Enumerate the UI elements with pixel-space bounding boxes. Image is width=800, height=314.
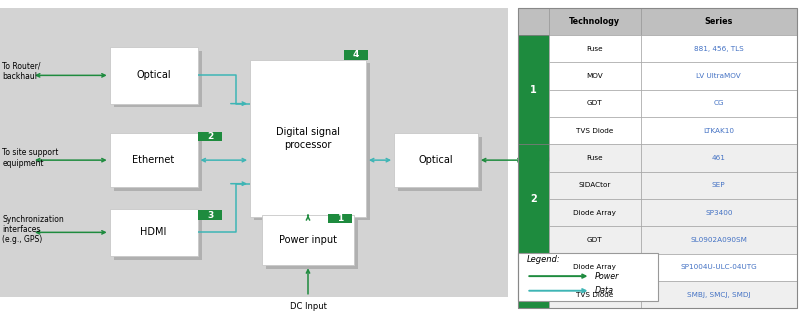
FancyBboxPatch shape [262,215,354,265]
FancyBboxPatch shape [641,254,797,281]
Text: Data: Data [595,286,614,295]
FancyBboxPatch shape [518,35,549,144]
FancyBboxPatch shape [549,144,641,172]
Text: interfaces: interfaces [2,225,41,234]
FancyBboxPatch shape [518,281,549,308]
Text: DC Input: DC Input [290,302,326,311]
Text: Ethernet: Ethernet [133,155,174,165]
FancyBboxPatch shape [549,35,641,62]
Text: equipment: equipment [2,159,44,168]
FancyBboxPatch shape [549,254,641,281]
Text: To Router/: To Router/ [2,62,41,70]
FancyBboxPatch shape [110,209,198,256]
FancyBboxPatch shape [549,172,641,199]
Text: 4: 4 [530,290,537,300]
Text: Diode Array: Diode Array [574,264,616,270]
Text: 2: 2 [207,132,214,141]
Text: Diode Array: Diode Array [574,210,616,216]
Text: SEP: SEP [712,182,726,188]
Text: 4: 4 [353,51,359,59]
FancyBboxPatch shape [518,144,549,254]
Text: SL0902A090SM: SL0902A090SM [690,237,747,243]
FancyBboxPatch shape [641,226,797,254]
Text: 1: 1 [337,214,343,223]
Text: backhaul: backhaul [2,73,38,81]
FancyBboxPatch shape [394,133,478,187]
FancyBboxPatch shape [114,137,202,191]
Text: 1: 1 [530,85,537,95]
Text: Fuse: Fuse [586,46,603,52]
FancyBboxPatch shape [518,253,658,301]
FancyBboxPatch shape [641,90,797,117]
FancyBboxPatch shape [549,8,641,35]
Text: MOV: MOV [586,73,603,79]
FancyBboxPatch shape [549,90,641,117]
FancyBboxPatch shape [641,8,797,35]
FancyBboxPatch shape [641,199,797,226]
Text: Series: Series [705,17,733,26]
FancyBboxPatch shape [266,219,358,269]
FancyBboxPatch shape [641,172,797,199]
Text: To AAS: To AAS [530,156,555,165]
FancyBboxPatch shape [250,60,366,217]
FancyBboxPatch shape [114,213,202,260]
FancyBboxPatch shape [549,226,641,254]
FancyBboxPatch shape [641,117,797,144]
Text: Optical: Optical [136,70,171,80]
FancyBboxPatch shape [641,62,797,90]
Text: Technology: Technology [570,17,620,26]
FancyBboxPatch shape [198,210,222,220]
Text: GDT: GDT [587,100,602,106]
FancyBboxPatch shape [549,199,641,226]
Text: Power input: Power input [279,235,337,245]
Text: Legend:: Legend: [526,255,560,264]
FancyBboxPatch shape [110,47,198,104]
Text: LTKAK10: LTKAK10 [703,128,734,134]
Text: HDMI: HDMI [141,227,166,237]
FancyBboxPatch shape [641,144,797,172]
FancyBboxPatch shape [518,254,549,281]
Text: SMBJ, SMCJ, SMDJ: SMBJ, SMCJ, SMDJ [687,292,750,298]
Text: 461: 461 [712,155,726,161]
FancyBboxPatch shape [641,281,797,308]
Text: Fuse: Fuse [586,155,603,161]
FancyBboxPatch shape [549,281,641,308]
FancyBboxPatch shape [254,63,370,220]
Text: SP1004U-ULC-04UTG: SP1004U-ULC-04UTG [681,264,757,270]
Text: (e.g., GPS): (e.g., GPS) [2,236,42,244]
FancyBboxPatch shape [110,133,198,187]
Text: Synchronization: Synchronization [2,215,64,224]
Text: TVS Diode: TVS Diode [576,292,614,298]
FancyBboxPatch shape [549,117,641,144]
FancyBboxPatch shape [641,35,797,62]
Text: 881, 456, TLS: 881, 456, TLS [694,46,744,52]
Text: Digital signal
processor: Digital signal processor [276,127,340,150]
Text: 2: 2 [530,194,537,204]
FancyBboxPatch shape [114,51,202,107]
Text: To site support: To site support [2,148,58,157]
Text: 3: 3 [207,211,214,219]
FancyBboxPatch shape [344,50,368,60]
FancyBboxPatch shape [518,8,549,35]
FancyBboxPatch shape [549,62,641,90]
Text: Optical: Optical [418,155,454,165]
FancyBboxPatch shape [328,214,352,223]
Text: CG: CG [714,100,724,106]
Text: TVS Diode: TVS Diode [576,128,614,134]
Text: GDT: GDT [587,237,602,243]
FancyBboxPatch shape [398,137,482,191]
Text: Power: Power [595,272,619,281]
FancyBboxPatch shape [198,132,222,141]
Text: SIDACtor: SIDACtor [578,182,611,188]
Text: LV UltraMOV: LV UltraMOV [697,73,741,79]
Bar [0,8,508,297]
Text: SP3400: SP3400 [705,210,733,216]
Text: 3: 3 [530,263,537,272]
